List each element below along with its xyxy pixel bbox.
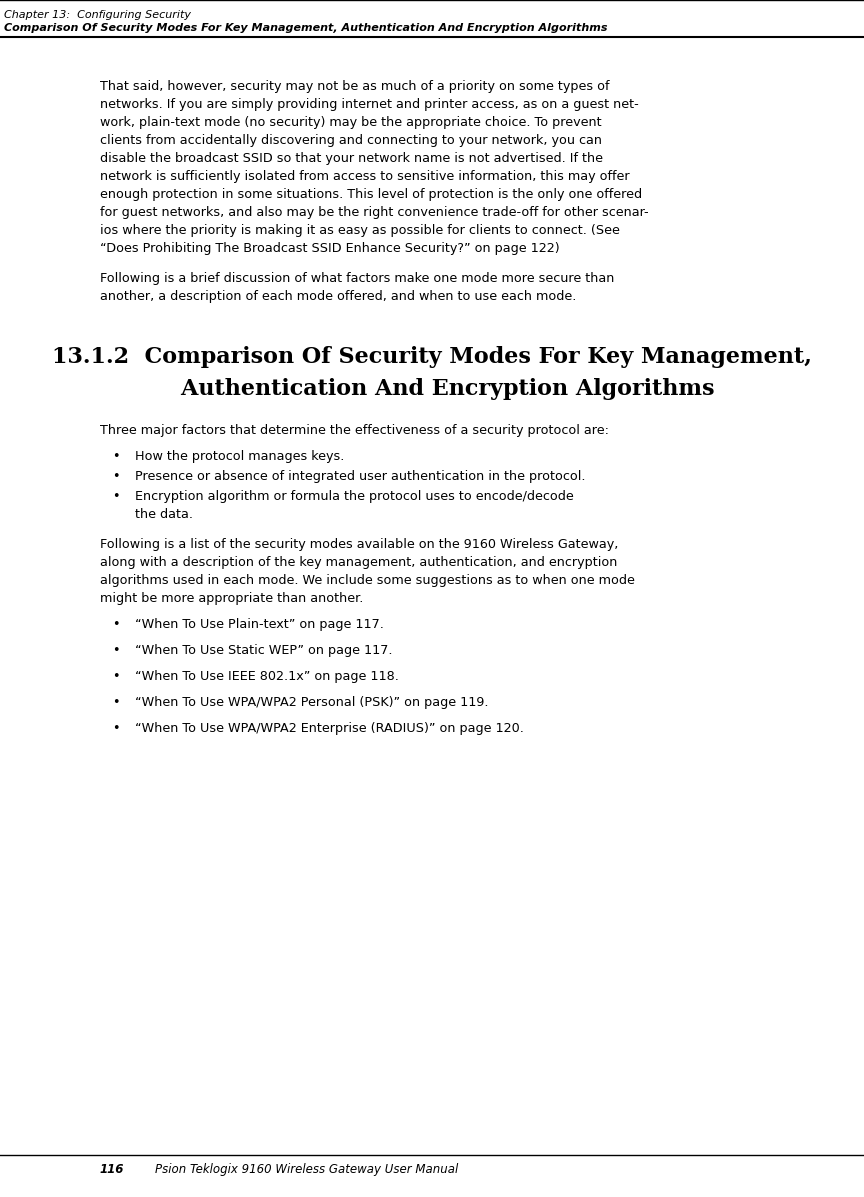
- Text: •: •: [112, 450, 119, 463]
- Text: ios where the priority is making it as easy as possible for clients to connect. : ios where the priority is making it as e…: [100, 224, 619, 237]
- Text: the data.: the data.: [135, 508, 193, 521]
- Text: algorithms used in each mode. We include some suggestions as to when one mode: algorithms used in each mode. We include…: [100, 575, 635, 587]
- Text: along with a description of the key management, authentication, and encryption: along with a description of the key mana…: [100, 555, 618, 569]
- Text: Authentication And Encryption Algorithms: Authentication And Encryption Algorithms: [149, 378, 715, 400]
- Text: Psion Teklogix 9160 Wireless Gateway User Manual: Psion Teklogix 9160 Wireless Gateway Use…: [155, 1163, 458, 1175]
- Text: disable the broadcast SSID so that your network name is not advertised. If the: disable the broadcast SSID so that your …: [100, 152, 603, 165]
- Text: Presence or absence of integrated user authentication in the protocol.: Presence or absence of integrated user a…: [135, 470, 586, 484]
- Text: “When To Use WPA/WPA2 Enterprise (RADIUS)” on page 120.: “When To Use WPA/WPA2 Enterprise (RADIUS…: [135, 722, 524, 735]
- Text: •: •: [112, 722, 119, 735]
- Text: •: •: [112, 695, 119, 709]
- Text: Following is a brief discussion of what factors make one mode more secure than: Following is a brief discussion of what …: [100, 272, 614, 285]
- Text: for guest networks, and also may be the right convenience trade-off for other sc: for guest networks, and also may be the …: [100, 206, 649, 219]
- Text: another, a description of each mode offered, and when to use each mode.: another, a description of each mode offe…: [100, 290, 576, 303]
- Text: “When To Use IEEE 802.1x” on page 118.: “When To Use IEEE 802.1x” on page 118.: [135, 670, 399, 683]
- Text: clients from accidentally discovering and connecting to your network, you can: clients from accidentally discovering an…: [100, 134, 602, 147]
- Text: That said, however, security may not be as much of a priority on some types of: That said, however, security may not be …: [100, 80, 609, 93]
- Text: networks. If you are simply providing internet and printer access, as on a guest: networks. If you are simply providing in…: [100, 98, 638, 111]
- Text: Chapter 13:  Configuring Security: Chapter 13: Configuring Security: [4, 10, 191, 20]
- Text: •: •: [112, 670, 119, 683]
- Text: work, plain-text mode (no security) may be the appropriate choice. To prevent: work, plain-text mode (no security) may …: [100, 116, 601, 129]
- Text: Following is a list of the security modes available on the 9160 Wireless Gateway: Following is a list of the security mode…: [100, 537, 619, 551]
- Text: •: •: [112, 490, 119, 503]
- Text: 116: 116: [100, 1163, 124, 1175]
- Text: 13.1.2  Comparison Of Security Modes For Key Management,: 13.1.2 Comparison Of Security Modes For …: [52, 346, 812, 367]
- Text: enough protection in some situations. This level of protection is the only one o: enough protection in some situations. Th…: [100, 188, 642, 201]
- Text: network is sufficiently isolated from access to sensitive information, this may : network is sufficiently isolated from ac…: [100, 170, 630, 183]
- Text: How the protocol manages keys.: How the protocol manages keys.: [135, 450, 345, 463]
- Text: •: •: [112, 644, 119, 657]
- Text: “When To Use Static WEP” on page 117.: “When To Use Static WEP” on page 117.: [135, 644, 392, 657]
- Text: “Does Prohibiting The Broadcast SSID Enhance Security?” on page 122): “Does Prohibiting The Broadcast SSID Enh…: [100, 242, 560, 255]
- Text: “When To Use Plain-text” on page 117.: “When To Use Plain-text” on page 117.: [135, 618, 384, 631]
- Text: might be more appropriate than another.: might be more appropriate than another.: [100, 593, 364, 604]
- Text: •: •: [112, 618, 119, 631]
- Text: Encryption algorithm or formula the protocol uses to encode/decode: Encryption algorithm or formula the prot…: [135, 490, 574, 503]
- Text: •: •: [112, 470, 119, 484]
- Text: Three major factors that determine the effectiveness of a security protocol are:: Three major factors that determine the e…: [100, 424, 609, 437]
- Text: “When To Use WPA/WPA2 Personal (PSK)” on page 119.: “When To Use WPA/WPA2 Personal (PSK)” on…: [135, 695, 488, 709]
- Text: Comparison Of Security Modes For Key Management, Authentication And Encryption A: Comparison Of Security Modes For Key Man…: [4, 23, 607, 34]
